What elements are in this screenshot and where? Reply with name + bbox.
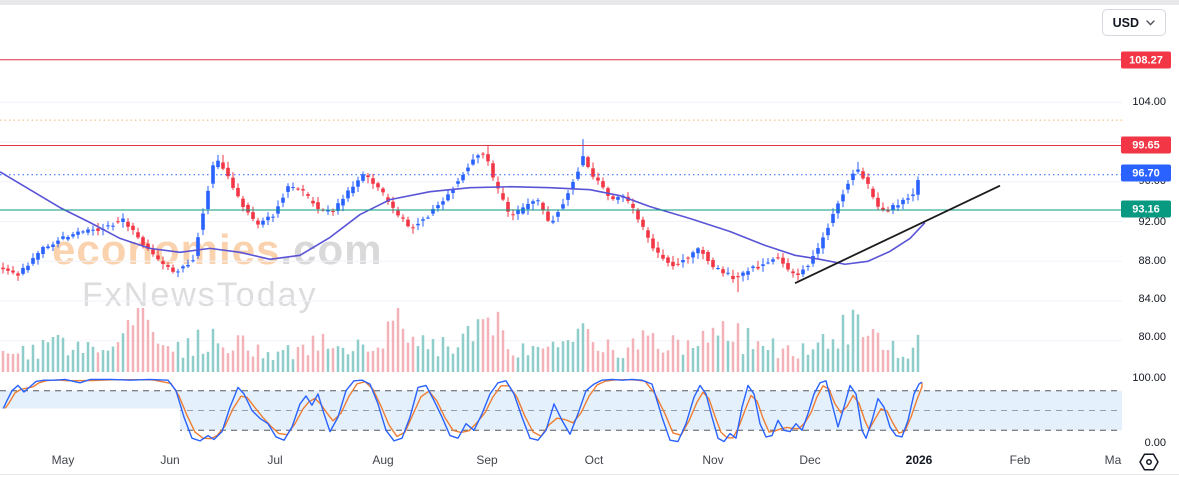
candlestick-series: [1, 139, 920, 293]
watermark-subbrand: FxNewsToday: [82, 276, 318, 315]
price-badge: 93.16: [1121, 200, 1171, 218]
watermark-domain-suffix: .com: [280, 226, 383, 273]
currency-selector-button[interactable]: USD: [1101, 9, 1166, 36]
price-scale[interactable]: 104.00100.0096.0092.0088.0084.0080.00100…: [1121, 0, 1179, 477]
time-axis-label: Oct: [584, 453, 604, 467]
oscillator-axis-label: 0.00: [1144, 437, 1166, 449]
time-axis-label: Dec: [799, 453, 821, 467]
time-scale[interactable]: May Jun Jul Aug Sep Oct Nov Dec 2026 Feb Ma: [0, 448, 1179, 474]
time-axis-label: Nov: [702, 453, 724, 467]
watermark: economies.com FxNewsToday: [52, 226, 383, 315]
oscillator-axis-label: 100.00: [1132, 372, 1166, 384]
time-axis-label: Sep: [476, 453, 498, 467]
bottom-divider: [0, 474, 1179, 475]
volume-series: [1, 308, 920, 372]
watermark-brand: economies: [52, 226, 281, 273]
price-axis-label: 84.00: [1138, 293, 1166, 305]
time-axis-label: 2026: [905, 453, 933, 467]
time-axis-label: May: [51, 453, 75, 467]
top-divider: [0, 0, 1179, 5]
grid-lines: [0, 101, 1122, 342]
price-axis-label: 80.00: [1138, 331, 1166, 343]
stoch-d-line: [2, 379, 923, 440]
chevron-down-icon: [1146, 19, 1155, 26]
price-axis-label: 88.00: [1138, 255, 1166, 267]
price-badge: 96.70: [1121, 164, 1171, 182]
price-axis-label: 92.00: [1138, 216, 1166, 228]
price-level-lines: [0, 59, 1122, 211]
currency-selector-label: USD: [1112, 15, 1139, 30]
time-axis-label: Jun: [160, 453, 180, 467]
time-axis-label: Aug: [372, 453, 394, 467]
watermark-line1: economies.com: [52, 226, 383, 273]
stochastic-pane: [0, 378, 1122, 447]
stoch-k-line: [0, 378, 923, 443]
price-badge: 99.65: [1121, 136, 1171, 154]
price-badge: 108.27: [1121, 51, 1171, 69]
time-axis-label: Feb: [1009, 453, 1031, 467]
oscillator-mask: [0, 408, 180, 447]
time-axis-label: Ma: [1104, 453, 1122, 467]
price-axis-label: 104.00: [1132, 96, 1166, 108]
trend-line[interactable]: [794, 184, 1001, 284]
hexagon-logo-icon[interactable]: [1137, 451, 1161, 475]
ma-line: [0, 171, 926, 266]
time-axis-label: Jul: [267, 453, 283, 467]
